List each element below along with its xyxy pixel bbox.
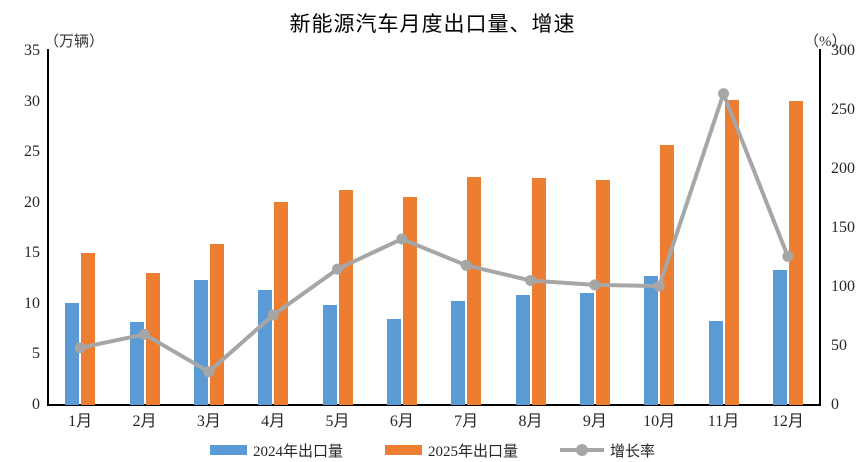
bar-2025年出口量-1月 <box>81 253 96 405</box>
x-axis-label-5月: 5月 <box>325 413 350 430</box>
growth-point-11月 <box>718 88 729 100</box>
x-axis-label-3月: 3月 <box>196 413 221 430</box>
bar-2024年出口量-9月 <box>579 292 594 405</box>
legend-label-2024: 2024年出口量 <box>252 443 343 460</box>
growth-point-10月 <box>653 280 665 292</box>
left-axis-tick-15: 15 <box>24 244 40 262</box>
x-axis-label-12月: 12月 <box>771 413 804 430</box>
bar-2024年出口量-10月 <box>644 275 659 405</box>
legend-swatch-2024-bar-icon <box>209 445 247 455</box>
legend-item-2024: 2024年出口量 <box>209 440 343 461</box>
growth-point-7月 <box>460 259 472 271</box>
bar-2024年出口量-11月 <box>708 321 723 405</box>
x-axis-label-4月: 4月 <box>261 413 286 430</box>
growth-point-1月 <box>74 342 86 354</box>
chart-title: 新能源汽车月度出口量、增速 <box>289 12 576 36</box>
legend-label-growth: 增长率 <box>610 443 656 460</box>
x-axis-label-10月: 10月 <box>643 413 676 430</box>
growth-point-12月 <box>782 250 794 262</box>
left-axis-tick-10: 10 <box>24 294 40 312</box>
growth-point-6月 <box>396 233 408 245</box>
bar-2025年出口量-8月 <box>531 178 546 405</box>
left-axis-tick-5: 5 <box>32 345 40 363</box>
left-axis-tick-20: 20 <box>24 193 40 211</box>
right-axis-line <box>819 49 821 405</box>
growth-point-2月 <box>139 328 150 340</box>
right-axis-unit: （%） <box>804 34 847 50</box>
x-axis-label-6月: 6月 <box>389 413 414 430</box>
x-axis-label-9月: 9月 <box>582 413 607 430</box>
bar-2025年出口量-11月 <box>724 99 739 405</box>
left-axis-tick-0: 0 <box>32 396 40 413</box>
right-axis-tick-100: 100 <box>831 278 855 295</box>
growth-point-5月 <box>332 263 343 275</box>
right-axis-tick-50: 50 <box>831 337 847 354</box>
bar-2024年出口量-7月 <box>451 300 466 405</box>
plot-area <box>48 51 820 405</box>
bar-2025年出口量-9月 <box>595 180 610 405</box>
left-axis-tick-25: 25 <box>24 143 40 161</box>
legend-item-growth: 增长率 <box>560 440 655 461</box>
left-axis-unit: （万辆） <box>44 34 105 50</box>
legend-swatch-2025-bar-icon <box>384 445 422 455</box>
bar-2025年出口量-7月 <box>467 177 482 405</box>
growth-point-8月 <box>525 275 536 286</box>
bar-2024年出口量-5月 <box>322 304 337 405</box>
bar-2025年出口量-10月 <box>660 145 675 405</box>
legend-line-marker-icon <box>560 444 604 456</box>
right-axis-tick-0: 0 <box>831 396 839 413</box>
bar-2024年出口量-12月 <box>772 270 787 405</box>
bar-2025年出口量-4月 <box>274 201 289 405</box>
bar-2024年出口量-2月 <box>129 322 144 405</box>
bar-2024年出口量-8月 <box>515 294 530 405</box>
x-axis-label-7月: 7月 <box>454 413 479 430</box>
x-axis-line <box>47 404 821 406</box>
bar-2024年出口量-1月 <box>65 302 80 405</box>
x-axis-label-8月: 8月 <box>518 413 543 430</box>
bar-2025年出口量-3月 <box>209 244 224 405</box>
growth-rate-line <box>74 88 794 378</box>
bar-2025年出口量-12月 <box>788 100 803 405</box>
right-axis-tick-150: 150 <box>831 219 855 236</box>
legend: 2024年出口量 2025年出口量 增长率 <box>0 440 865 460</box>
left-axis-tick-30: 30 <box>24 92 40 110</box>
bar-2025年出口量-6月 <box>402 196 417 405</box>
right-axis-tick-200: 200 <box>831 160 855 177</box>
growth-point-4月 <box>267 309 279 321</box>
growth-point-9月 <box>589 279 601 291</box>
legend-label-2025: 2025年出口量 <box>427 443 518 460</box>
x-axis-label-2月: 2月 <box>132 413 157 430</box>
left-axis-line <box>47 49 49 405</box>
right-axis-tick-300: 300 <box>831 42 855 59</box>
x-axis-label-1月: 1月 <box>68 413 93 430</box>
right-axis-tick-250: 250 <box>831 101 855 118</box>
bar-2025年出口量-5月 <box>338 189 353 405</box>
growth-point-3月 <box>203 366 215 378</box>
legend-item-2025: 2025年出口量 <box>384 440 518 461</box>
x-axis-label-11月: 11月 <box>707 413 740 430</box>
left-axis-tick-35: 35 <box>24 42 40 59</box>
bar-2024年出口量-6月 <box>386 319 401 405</box>
